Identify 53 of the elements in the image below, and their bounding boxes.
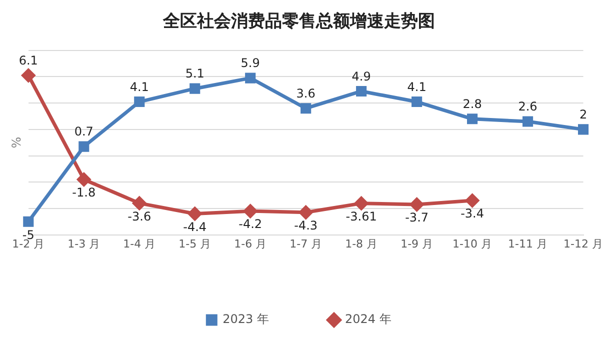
point xyxy=(356,86,367,97)
data-label: 2 xyxy=(579,108,588,122)
legend-label: 2024 年 xyxy=(345,312,392,326)
data-label: -3.7 xyxy=(405,210,429,225)
x-tick-label: 1-9 月 xyxy=(400,237,434,250)
point xyxy=(190,83,200,94)
x-tick-label: 1-12 月 xyxy=(564,237,604,250)
point xyxy=(300,103,312,114)
point xyxy=(578,124,589,135)
point xyxy=(299,206,313,220)
x-tick-label: 1-7 月 xyxy=(290,237,322,250)
data-label: 5.1 xyxy=(185,66,204,81)
data-label: -1.8 xyxy=(72,186,96,200)
data-label: -4.3 xyxy=(294,218,318,233)
point xyxy=(466,194,480,208)
point xyxy=(188,206,202,220)
data-label: -3.6 xyxy=(128,209,152,224)
x-tick-label: 1-10 月 xyxy=(452,237,492,250)
data-label: 4.1 xyxy=(407,80,426,94)
x-tick-label: 1-3 月 xyxy=(68,237,100,250)
point xyxy=(23,216,34,227)
data-label: 5.9 xyxy=(240,56,260,70)
data-label: 4.9 xyxy=(352,69,371,84)
x-tick-label: 1-8 月 xyxy=(345,237,378,250)
point xyxy=(134,96,145,108)
point xyxy=(410,198,424,212)
x-tick-label: 1-5 月 xyxy=(178,237,212,250)
chart-title: 全区社会消费品零售总额增速走势图 xyxy=(162,12,435,32)
point xyxy=(22,68,36,82)
data-label: 2.8 xyxy=(462,97,482,112)
data-label: 0.7 xyxy=(74,124,94,139)
point xyxy=(522,116,534,127)
legend-label: 2023 年 xyxy=(222,312,270,326)
data-label: -4.4 xyxy=(183,220,207,234)
point xyxy=(354,196,368,210)
point xyxy=(132,196,146,210)
data-label: -3.61 xyxy=(346,209,377,224)
data-label: 6.1 xyxy=(18,54,38,68)
data-label: 4.1 xyxy=(130,80,149,94)
x-tick-label: 1-6 月 xyxy=(234,237,267,250)
data-label: 2.6 xyxy=(518,100,538,114)
y-axis-title: % xyxy=(9,136,24,148)
point xyxy=(77,172,91,186)
x-tick-label: 1-11 月 xyxy=(508,237,548,250)
point xyxy=(245,72,256,84)
point xyxy=(412,96,422,108)
point xyxy=(244,204,258,218)
point xyxy=(78,141,90,152)
data-label: 3.6 xyxy=(296,86,316,100)
data-label: -4.2 xyxy=(238,217,262,232)
data-label: -3.4 xyxy=(460,206,484,221)
x-tick-label: 1-4 月 xyxy=(123,237,156,250)
point xyxy=(467,114,478,124)
